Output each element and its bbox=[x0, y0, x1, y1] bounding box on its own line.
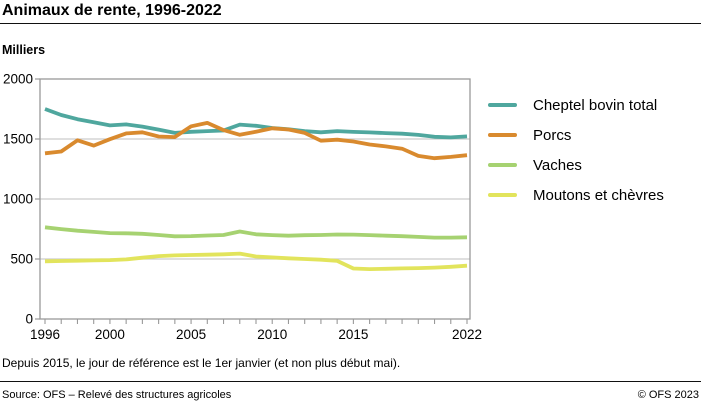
y-tick-label-0: 0 bbox=[25, 312, 33, 327]
series-line-porcs bbox=[44, 121, 468, 161]
legend-swatch-porcs bbox=[488, 133, 517, 137]
title-divider bbox=[0, 23, 701, 24]
legend-item-porcs: Porcs bbox=[488, 120, 664, 150]
series-line-moutons-et-ch-vres bbox=[44, 251, 468, 272]
page-title: Animaux de rente, 1996-2022 bbox=[2, 2, 222, 19]
legend-label-cheptel-bovin-total: Cheptel bovin total bbox=[533, 96, 658, 114]
footnote: Depuis 2015, le jour de référence est le… bbox=[2, 356, 401, 370]
series-line-vaches bbox=[44, 225, 468, 240]
x-tick-label-2005: 2005 bbox=[176, 327, 206, 342]
x-tick-label-2000: 2000 bbox=[95, 327, 125, 342]
y-tick-label-2000: 2000 bbox=[3, 72, 33, 87]
copyright-text: © OFS 2023 bbox=[637, 389, 699, 401]
legend-label-moutons-et-ch-vres: Moutons et chèvres bbox=[533, 186, 664, 204]
y-tick-label-1500: 1500 bbox=[3, 132, 33, 147]
source-row: Source: OFS – Relevé des structures agri… bbox=[2, 389, 699, 401]
legend-swatch-moutons-et-ch-vres bbox=[488, 193, 517, 197]
y-tick-label-500: 500 bbox=[10, 252, 33, 267]
source-text: Source: OFS – Relevé des structures agri… bbox=[2, 389, 232, 401]
legend-swatch-vaches bbox=[488, 163, 517, 167]
chart-legend: Cheptel bovin total Porcs Vaches Moutons et… bbox=[488, 90, 664, 210]
x-tick-label-2022: 2022 bbox=[452, 327, 482, 342]
legend-label-porcs: Porcs bbox=[533, 126, 572, 144]
legend-label-vaches: Vaches bbox=[533, 156, 582, 174]
legend-swatch-cheptel-bovin-total bbox=[488, 103, 517, 107]
legend-item-moutons-et-ch-vres: Moutons et chèvres bbox=[488, 180, 664, 210]
legend-item-vaches: Vaches bbox=[488, 150, 664, 180]
series-line-cheptel-bovin-total bbox=[44, 107, 468, 140]
footer-divider bbox=[0, 381, 701, 382]
x-tick-label-2015: 2015 bbox=[338, 327, 368, 342]
x-tick-label-2010: 2010 bbox=[257, 327, 287, 342]
y-axis-unit-label: Milliers bbox=[2, 43, 46, 57]
legend-item-cheptel-bovin-total: Cheptel bovin total bbox=[488, 90, 664, 120]
line-chart: 0 500 1000 1500 2000 1996 2000 2005 2010 2015 2022 bbox=[3, 72, 482, 343]
x-tick-label-1996: 1996 bbox=[30, 327, 60, 342]
y-tick-label-1000: 1000 bbox=[3, 192, 33, 207]
